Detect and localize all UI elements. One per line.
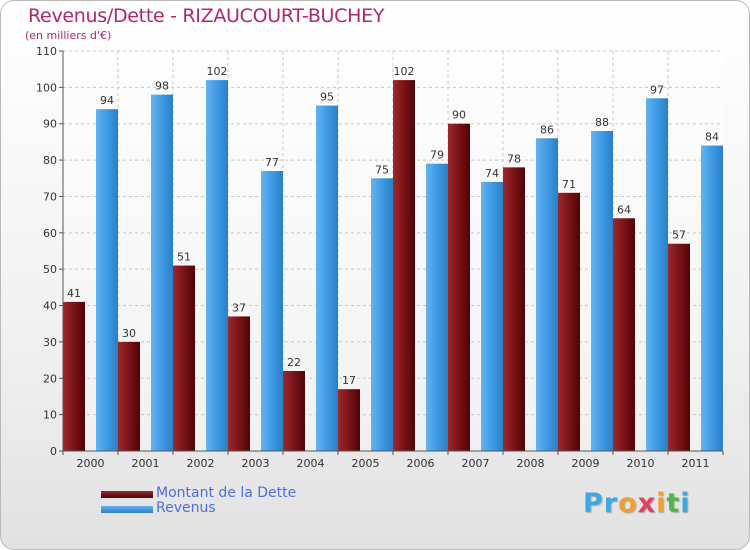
y-tick-label: 80 xyxy=(43,154,57,167)
data-label-debt: 51 xyxy=(177,251,191,264)
y-tick-label: 70 xyxy=(43,190,57,203)
x-tick-label: 2003 xyxy=(242,457,270,470)
bar-revenue xyxy=(371,178,393,452)
data-label-revenue: 86 xyxy=(540,123,554,136)
logo-letter: o xyxy=(618,488,638,519)
y-tick-label: 60 xyxy=(43,227,57,240)
x-tick-label: 2002 xyxy=(187,457,215,470)
data-label-debt: 64 xyxy=(617,203,631,216)
logo-letter: r xyxy=(603,488,619,519)
logo-letter: t xyxy=(666,488,681,519)
data-label-debt: 71 xyxy=(562,178,576,191)
bar-debt xyxy=(448,123,470,452)
y-tick-label: 100 xyxy=(36,81,57,94)
data-label-debt: 57 xyxy=(672,229,686,242)
x-tick-label: 2004 xyxy=(297,457,325,470)
bar-debt xyxy=(338,389,360,451)
data-label-revenue: 95 xyxy=(320,91,334,104)
data-label-revenue: 84 xyxy=(705,131,719,144)
legend-label-revenue: Revenus xyxy=(156,500,216,516)
bar-debt xyxy=(118,341,140,451)
bar-debt xyxy=(668,243,690,451)
bar-debt xyxy=(393,80,415,451)
bar-debt xyxy=(503,167,525,451)
proxiti-logo: Proxiti xyxy=(583,488,691,519)
logo-letter: i xyxy=(680,488,691,519)
x-tick-label: 2009 xyxy=(572,457,600,470)
x-tick-label: 2008 xyxy=(517,457,545,470)
logo-letter: i xyxy=(656,488,667,519)
x-tick-label: 2000 xyxy=(77,457,105,470)
legend-swatch-debt xyxy=(101,491,153,498)
data-label-revenue: 102 xyxy=(207,65,228,78)
y-tick-label: 0 xyxy=(50,445,57,458)
data-label-debt: 37 xyxy=(232,301,246,314)
bar-debt xyxy=(558,192,580,451)
data-label-debt: 22 xyxy=(287,356,301,369)
x-tick-label: 2006 xyxy=(407,457,435,470)
x-tick-label: 2005 xyxy=(352,457,380,470)
y-tick-label: 10 xyxy=(43,409,57,422)
bar-revenue xyxy=(151,94,173,452)
y-tick-label: 90 xyxy=(43,118,57,131)
data-label-revenue: 98 xyxy=(155,80,169,93)
bar-debt xyxy=(63,301,85,451)
bar-revenue xyxy=(261,171,283,451)
x-tick-label: 2010 xyxy=(627,457,655,470)
data-label-revenue: 88 xyxy=(595,116,609,129)
bar-revenue xyxy=(536,138,558,452)
bar-revenue xyxy=(646,98,668,451)
data-label-revenue: 79 xyxy=(430,149,444,162)
bar-revenue xyxy=(426,163,448,451)
bar-debt xyxy=(613,218,635,451)
x-tick-label: 2007 xyxy=(462,457,490,470)
legend-swatch-revenue xyxy=(101,506,153,513)
y-tick-label: 30 xyxy=(43,336,57,349)
bar-debt xyxy=(283,371,305,451)
bar-revenue xyxy=(701,145,723,451)
data-label-debt: 30 xyxy=(122,327,136,340)
x-tick-label: 2011 xyxy=(682,457,710,470)
y-tick-label: 40 xyxy=(43,300,57,313)
data-label-debt: 78 xyxy=(507,152,521,165)
data-label-debt: 90 xyxy=(452,109,466,122)
logo-letter: P xyxy=(583,488,604,519)
bar-debt xyxy=(228,316,250,451)
data-label-debt: 102 xyxy=(394,65,415,78)
logo-letter: x xyxy=(637,488,657,519)
y-tick-label: 20 xyxy=(43,372,57,385)
data-label-revenue: 94 xyxy=(100,94,114,107)
bar-revenue xyxy=(591,131,613,451)
bar-revenue xyxy=(481,181,503,451)
y-tick-label: 50 xyxy=(43,263,57,276)
data-label-debt: 17 xyxy=(342,374,356,387)
bar-debt xyxy=(173,265,195,451)
data-label-revenue: 97 xyxy=(650,83,664,96)
data-label-revenue: 75 xyxy=(375,163,389,176)
bar-revenue xyxy=(96,109,118,451)
bar-revenue xyxy=(206,80,228,451)
data-label-revenue: 77 xyxy=(265,156,279,169)
chart-title: Revenus/Dette - RIZAUCOURT-BUCHEY xyxy=(28,5,385,27)
x-tick-label: 2001 xyxy=(132,457,160,470)
bar-revenue xyxy=(316,105,338,451)
data-label-debt: 41 xyxy=(67,287,81,300)
data-label-revenue: 74 xyxy=(485,167,499,180)
legend-label-debt: Montant de la Dette xyxy=(156,485,297,501)
y-tick-label: 110 xyxy=(36,45,57,58)
chart-subtitle: (en milliers d'€) xyxy=(25,29,112,42)
